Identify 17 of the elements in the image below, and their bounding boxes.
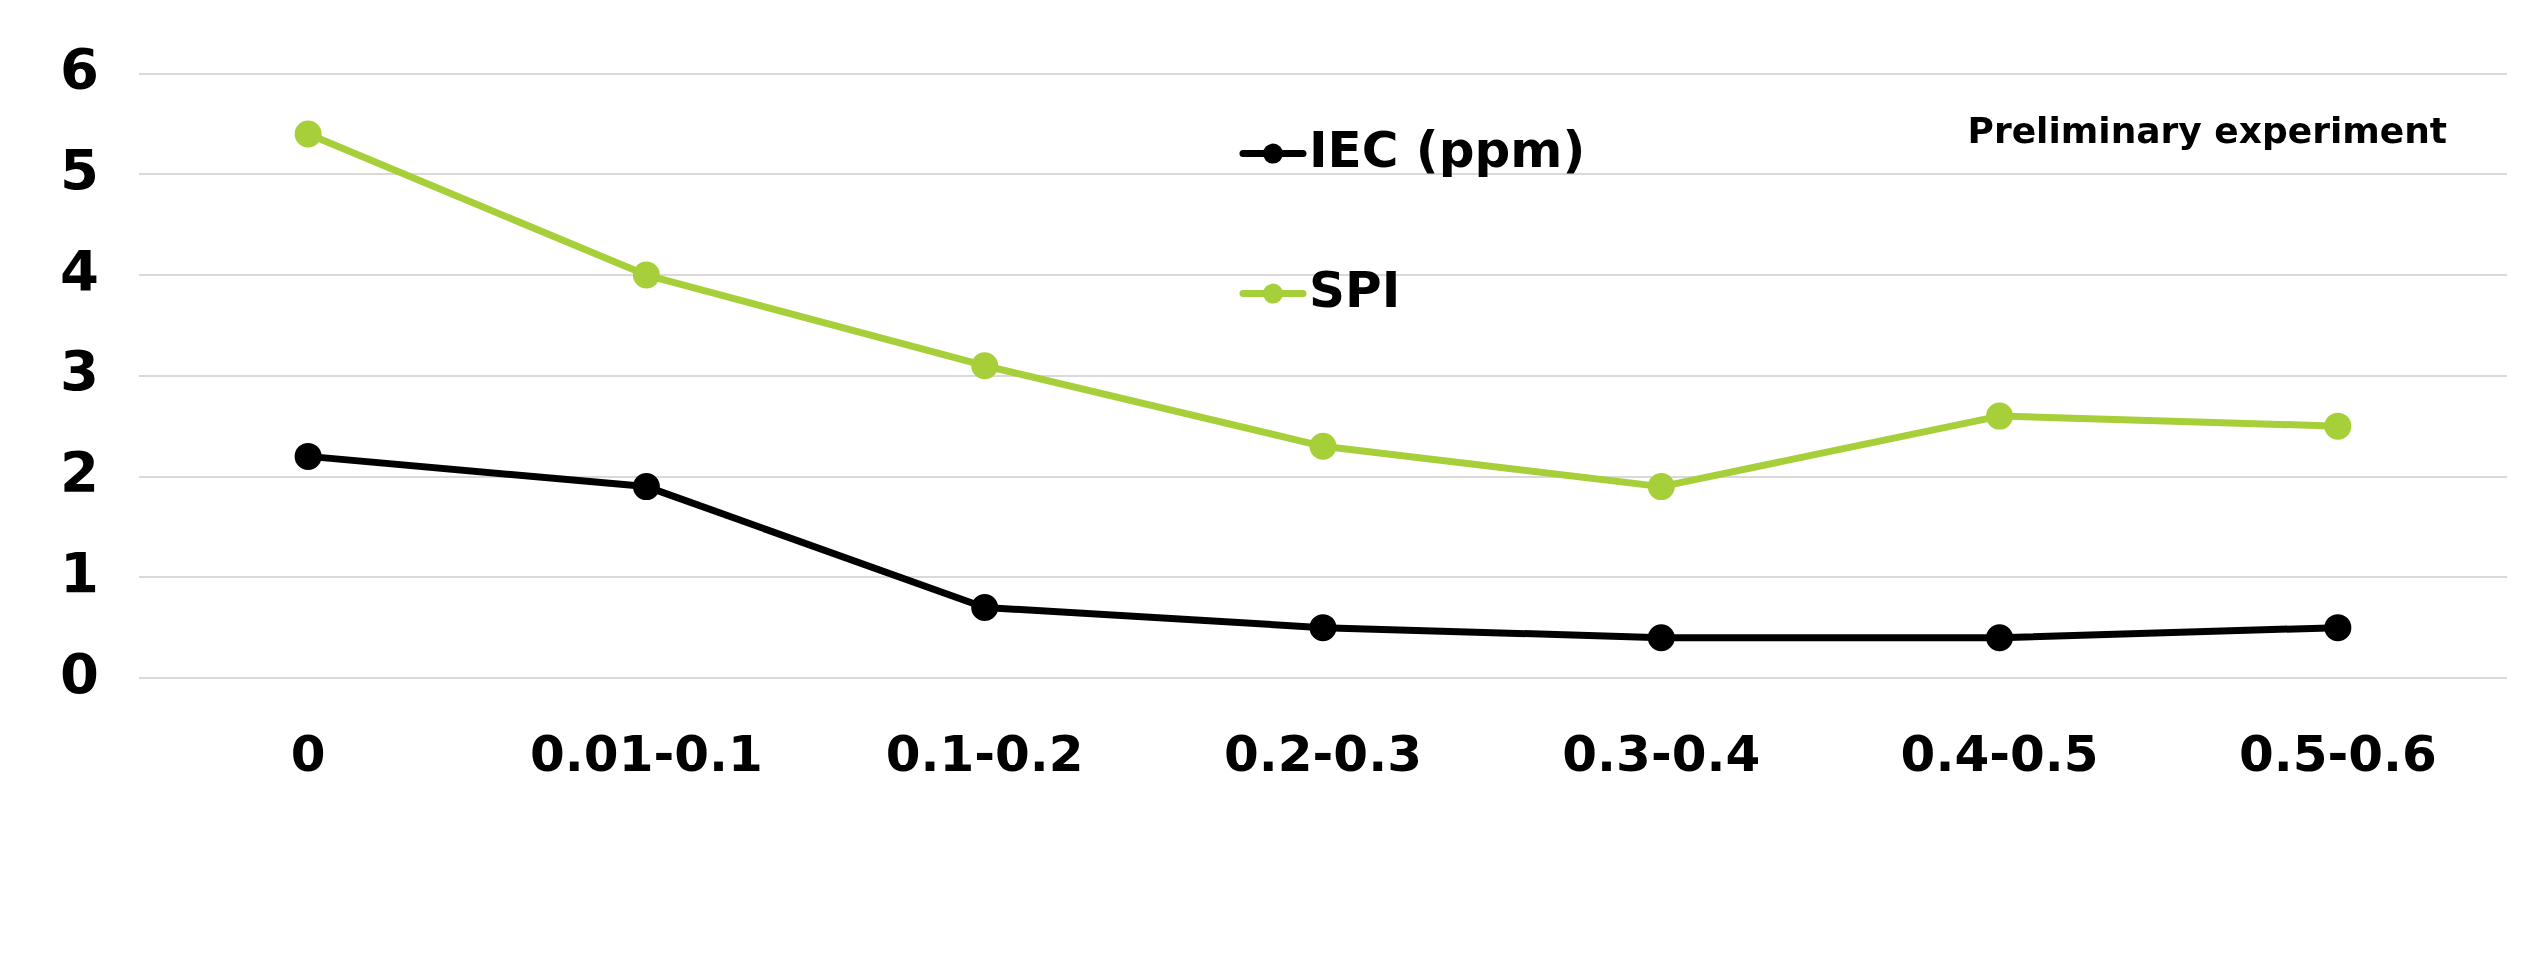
x-tick-label: 0.01-0.1 — [530, 724, 763, 783]
y-tick-label: 0 — [60, 640, 99, 706]
y-tick-label: 1 — [60, 539, 99, 605]
x-tick-label: 0.4-0.5 — [1900, 724, 2099, 783]
x-tick-label: 0.3-0.4 — [1562, 724, 1761, 783]
legend-label: SPI — [1308, 260, 1401, 319]
y-tick-label: 5 — [60, 136, 99, 202]
legend-label: IEC (ppm) — [1308, 120, 1586, 179]
x-tick-label: 0.1-0.2 — [885, 724, 1084, 783]
y-tick-label: 4 — [60, 237, 99, 303]
x-tick-label: 0.2-0.3 — [1224, 724, 1422, 783]
y-tick-label: 2 — [60, 439, 99, 505]
annotation: Preliminary experiment — [1967, 109, 2447, 151]
x-tick-label: 0.5-0.6 — [2238, 724, 2437, 783]
x-tick-label: 0 — [290, 724, 326, 783]
y-tick-label: 3 — [60, 338, 99, 404]
y-tick-label: 6 — [60, 36, 99, 102]
